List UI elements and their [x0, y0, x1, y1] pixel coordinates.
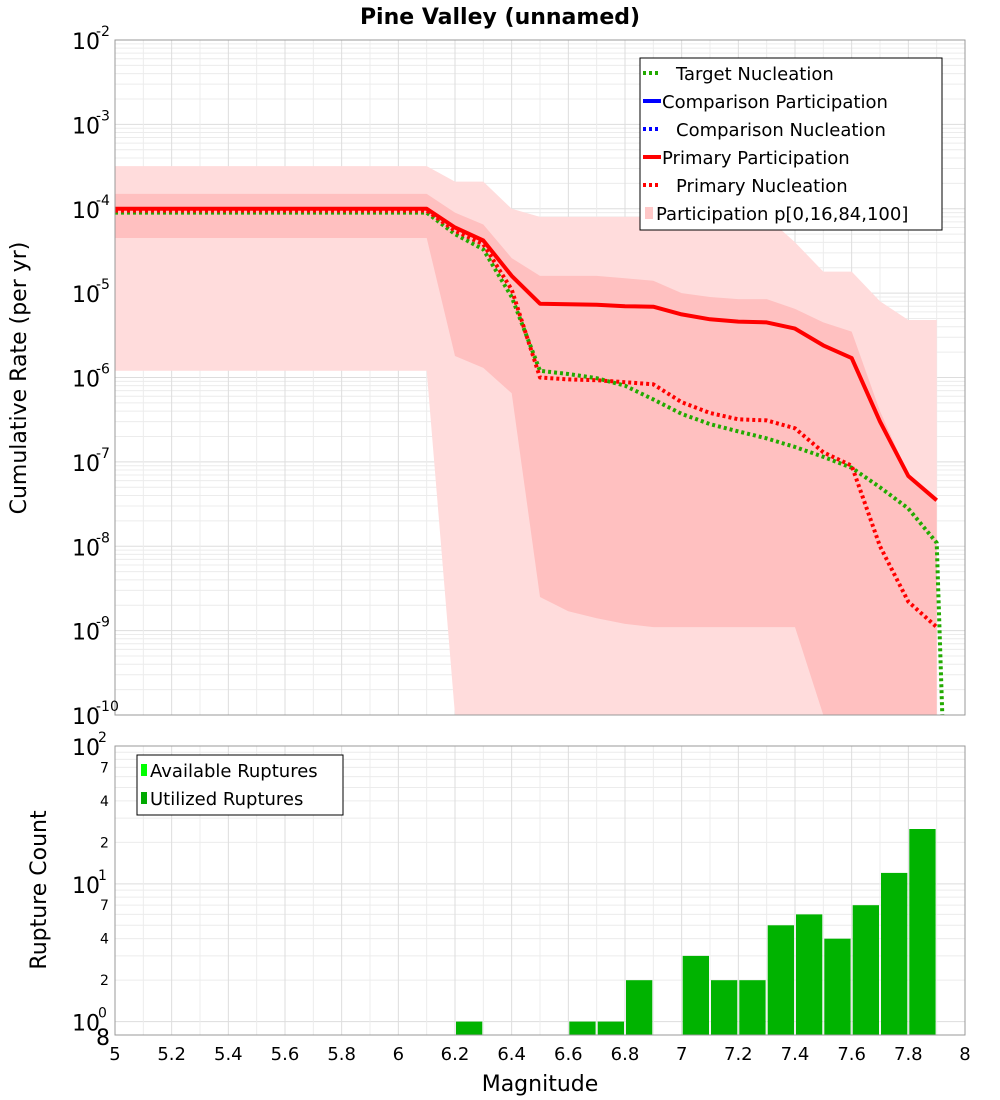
legend-swatch-participation-p-0-16-84-100- [645, 207, 653, 219]
x-tick-label: 7.6 [837, 1044, 866, 1065]
band-inner-p16-p84 [115, 193, 937, 715]
x-tick-label: 7 [676, 1044, 687, 1065]
y-tick-exponent: -3 [96, 108, 110, 124]
bar-utilized-ruptures [569, 1021, 596, 1035]
x-tick-label: 5 [109, 1044, 120, 1065]
x-tick-label: 6 [393, 1044, 404, 1065]
bottom-y-tick-exponent: 0 [98, 1006, 107, 1022]
x-tick-label: 6.8 [611, 1044, 640, 1065]
bottom-y-minor-label: 8 [96, 1026, 110, 1051]
x-tick-label: 6.4 [497, 1044, 526, 1065]
x-axis-label: Magnitude [482, 1072, 599, 1097]
y-tick-exponent: -2 [96, 24, 110, 40]
legend-label-participation-p-0-16-84-100-: Participation p[0,16,84,100] [656, 204, 908, 225]
x-tick-label: 5.6 [271, 1044, 300, 1065]
y-tick-label: 10 [72, 283, 100, 308]
top-legend-box [639, 57, 943, 231]
y-tick-label: 10 [72, 199, 100, 224]
x-tick-label: 8 [959, 1044, 970, 1065]
x-tick-label: 7.8 [894, 1044, 923, 1065]
x-tick-label: 6.6 [554, 1044, 583, 1065]
bar-utilized-ruptures [824, 938, 851, 1035]
legend-swatch-available-ruptures [141, 764, 147, 776]
legend-swatch-utilized-ruptures [141, 792, 147, 804]
x-tick-label: 5.8 [327, 1044, 356, 1065]
legend-label-comparison-nucleation: Comparison Nucleation [676, 120, 886, 141]
legend-label-primary-participation: Primary Participation [662, 148, 850, 169]
y-tick-label: 10 [72, 536, 100, 561]
y-tick-label: 10 [72, 114, 100, 139]
legend-label-target-nucleation: Target Nucleation [675, 64, 834, 85]
y-tick-label: 10 [72, 30, 100, 55]
bottom-y-axis-label: Rupture Count [27, 810, 52, 970]
bar-utilized-ruptures [682, 955, 709, 1035]
y-tick-label: 10 [72, 705, 100, 730]
bottom-y-minor-label: 2 [100, 835, 109, 851]
y-tick-exponent: -8 [96, 530, 110, 546]
bottom-y-tick-label: 10 [72, 736, 100, 761]
series-line-target-nucleation [115, 210, 945, 716]
bar-utilized-ruptures [881, 872, 908, 1035]
y-tick-label: 10 [72, 621, 100, 646]
bottom-y-tick-label: 10 [72, 1012, 100, 1037]
bottom-y-minor-label: 7 [100, 898, 109, 914]
y-tick-label: 10 [72, 368, 100, 393]
y-tick-exponent: -9 [96, 615, 110, 631]
bar-utilized-ruptures [852, 905, 879, 1035]
x-tick-label: 5.2 [157, 1044, 186, 1065]
legend-label-comparison-participation: Comparison Participation [662, 92, 888, 113]
y-tick-exponent: -10 [96, 699, 119, 715]
x-tick-label: 7.4 [781, 1044, 810, 1065]
y-tick-exponent: -6 [96, 362, 110, 378]
top-legend: Target Nucleation Comparison Participatio… [639, 57, 943, 231]
bar-utilized-ruptures [597, 1021, 624, 1035]
series-line-primary-participation [115, 206, 939, 502]
y-tick-exponent: -5 [96, 277, 110, 293]
x-tick-label: 5.4 [214, 1044, 243, 1065]
legend-label-utilized-ruptures: Utilized Ruptures [150, 789, 303, 810]
bar-utilized-ruptures [626, 980, 653, 1035]
bottom-y-minor-label: 4 [100, 794, 109, 810]
bottom-y-tick-exponent: 2 [98, 730, 107, 746]
top-y-axis-label: Cumulative Rate (per yr) [7, 242, 32, 515]
chart-title: Pine Valley (unnamed) [360, 5, 640, 30]
x-tick-label: 6.2 [441, 1044, 470, 1065]
bottom-legend: Available Ruptures Utilized Ruptures [136, 754, 344, 816]
y-tick-label: 10 [72, 452, 100, 477]
legend-label-available-ruptures: Available Ruptures [150, 761, 318, 782]
top-plot-frame [114, 39, 966, 716]
bar-utilized-ruptures [767, 925, 794, 1035]
bottom-y-minor-label: 2 [100, 973, 109, 989]
bottom-y-tick-label: 10 [72, 874, 100, 899]
bar-utilized-ruptures [909, 829, 936, 1035]
series-line-primary-nucleation [115, 208, 939, 629]
x-tick-label: 7.2 [724, 1044, 753, 1065]
bar-utilized-ruptures [796, 914, 823, 1035]
y-tick-exponent: -4 [96, 193, 110, 209]
y-tick-exponent: -7 [96, 446, 110, 462]
bar-utilized-ruptures [456, 1021, 483, 1035]
bottom-y-minor-label: 4 [100, 932, 109, 948]
bottom-y-tick-exponent: 1 [98, 868, 107, 884]
bar-utilized-ruptures [739, 980, 766, 1035]
bottom-plot-frame [114, 745, 966, 1036]
bottom-legend-box [136, 754, 344, 816]
bottom-y-minor-label: 7 [100, 760, 109, 776]
bar-utilized-ruptures [711, 980, 738, 1035]
legend-label-primary-nucleation: Primary Nucleation [676, 176, 848, 197]
rate-plot: 10-210-310-410-510-610-710-810-910-10Tar… [72, 24, 966, 730]
